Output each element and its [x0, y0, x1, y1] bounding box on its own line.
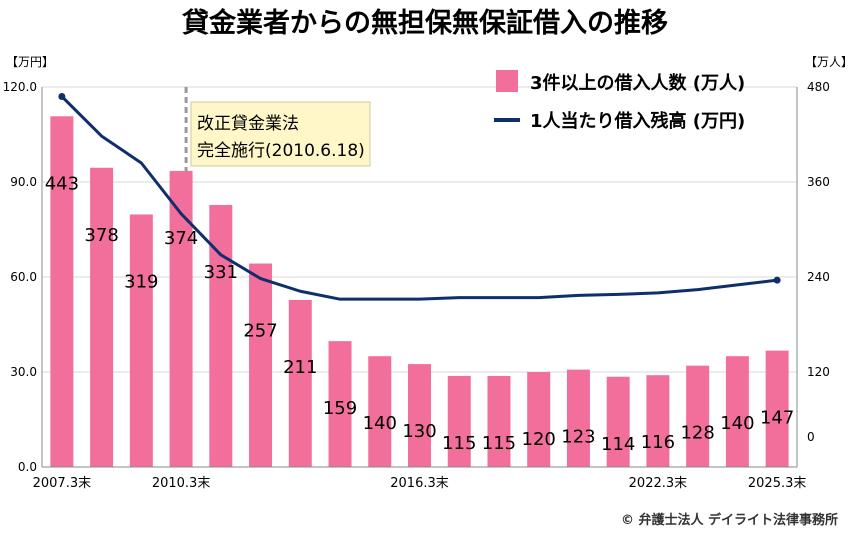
bar-value-label: 378 — [84, 225, 118, 246]
right-tick-label: 360 — [807, 175, 830, 189]
right-tick-label: 480 — [807, 80, 830, 94]
bar — [169, 170, 193, 467]
bar-value-label: 159 — [323, 398, 357, 419]
bar — [566, 369, 590, 467]
legend-label-line: 1人当たり借入残高 (万円) — [530, 110, 745, 132]
bar-value-label: 140 — [720, 413, 754, 434]
bar — [527, 372, 551, 467]
bar — [50, 116, 74, 468]
bar — [725, 356, 749, 467]
bar-value-label: 211 — [283, 357, 317, 378]
left-tick-label: 30.0 — [10, 365, 37, 379]
bar — [447, 375, 471, 467]
bar-value-label: 130 — [402, 421, 436, 442]
copyright-text: © 弁護士法人 デイライト法律事務所 — [621, 512, 838, 528]
bar-value-label: 257 — [243, 321, 277, 342]
legend-label-bar: 3件以上の借入人数 (万人) — [530, 72, 745, 94]
legend: 3件以上の借入人数 (万人) 1人当たり借入残高 (万円) — [494, 70, 745, 132]
left-tick-label: 0.0 — [18, 460, 37, 474]
right-axis-unit: 【万人】 — [805, 55, 850, 69]
bar — [90, 167, 114, 467]
annotation-box — [190, 101, 371, 167]
right-tick-label: 0 — [807, 430, 815, 444]
left-tick-label: 120.0 — [3, 80, 37, 94]
x-tick-label: 2025.3末 — [748, 476, 807, 491]
bar-value-label: 140 — [363, 413, 397, 434]
bar — [328, 341, 352, 467]
x-tick-label: 2016.3末 — [390, 476, 449, 491]
legend-swatch-bar — [496, 70, 518, 92]
bar-value-label: 116 — [641, 432, 675, 453]
bar — [408, 364, 431, 467]
bar — [209, 204, 233, 468]
line-series — [58, 93, 781, 301]
bar-value-label: 115 — [442, 433, 476, 454]
x-tick-label: 2007.3末 — [33, 476, 92, 491]
bar-value-label: 331 — [204, 262, 238, 283]
annotation-text-line1: 改正貸金業法 — [197, 114, 299, 134]
bar-value-label: 374 — [164, 228, 198, 249]
chart-title: 貸金業者からの無担保無保証借入の推移 — [182, 7, 668, 39]
bar — [288, 299, 312, 467]
bar-value-label: 128 — [680, 423, 714, 444]
bar-value-label: 123 — [561, 427, 595, 448]
x-tick-label: 2022.3末 — [629, 476, 688, 491]
bar — [646, 375, 670, 467]
bar-value-label: 114 — [601, 434, 635, 455]
bar-value-label: 115 — [482, 433, 516, 454]
x-tick-label: 2010.3末 — [152, 476, 211, 491]
annotation-text-line2: 完全施行(2010.6.18) — [197, 141, 365, 161]
left-tick-label: 90.0 — [10, 175, 37, 189]
bar — [249, 263, 273, 467]
bar-value-label: 443 — [45, 173, 79, 194]
left-tick-label: 60.0 — [10, 270, 37, 284]
bar — [129, 214, 153, 467]
bar — [686, 365, 710, 467]
line-endpoint — [773, 276, 781, 284]
bar — [487, 375, 511, 467]
axes: 0.0 30.0 60.0 90.0 120.0 0 120 240 360 480 2007.3末… — [3, 80, 830, 491]
left-axis-unit: 【万円】 — [6, 55, 54, 69]
bar — [765, 350, 789, 467]
line-path — [60, 95, 778, 301]
right-tick-label: 120 — [807, 365, 830, 379]
bar — [368, 356, 392, 467]
bar — [606, 376, 630, 467]
line-endpoint — [58, 93, 66, 100]
bar-series — [50, 116, 789, 468]
bar-value-label: 147 — [760, 408, 794, 429]
bar-value-label: 319 — [124, 271, 158, 292]
right-tick-label: 240 — [807, 270, 830, 284]
bar-value-label: 120 — [522, 429, 556, 450]
